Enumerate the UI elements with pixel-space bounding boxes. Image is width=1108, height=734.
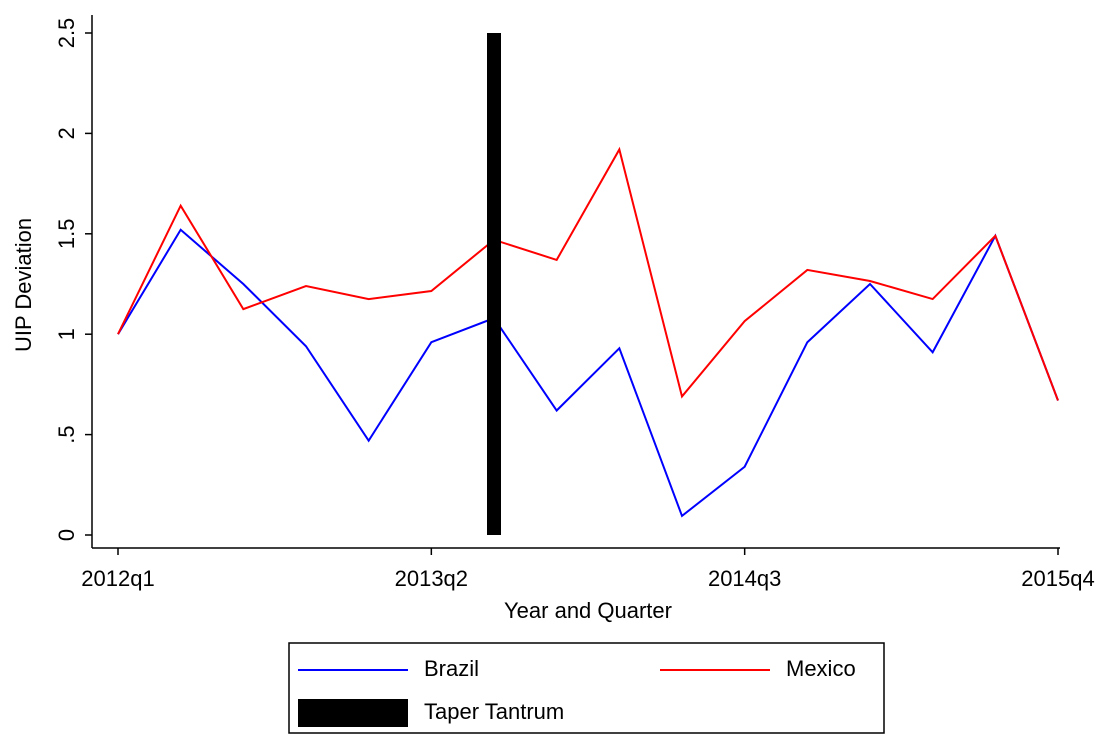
- y-tick-label: 0: [54, 529, 79, 541]
- legend-box: [288, 642, 885, 734]
- x-axis-title: Year and Quarter: [504, 598, 672, 623]
- legend-label: Brazil: [424, 656, 479, 681]
- y-tick-label: 1.5: [54, 219, 79, 250]
- legend-label: Mexico: [786, 656, 856, 681]
- legend-swatch: [298, 699, 408, 727]
- bar: [487, 33, 501, 535]
- x-tick-label: 2013q2: [395, 566, 468, 591]
- y-tick-label: 2.5: [54, 18, 79, 49]
- y-tick-label: 1: [54, 328, 79, 340]
- y-axis-title: UIP Deviation: [11, 218, 36, 352]
- legend-label: Taper Tantrum: [424, 699, 564, 724]
- y-tick-label: .5: [54, 425, 79, 443]
- x-tick-label: 2012q1: [81, 566, 154, 591]
- x-tick-label: 2015q4: [1021, 566, 1094, 591]
- line-series: [117, 146, 1059, 401]
- x-tick-label: 2014q3: [708, 566, 781, 591]
- line-series: [117, 228, 1059, 518]
- y-tick-label: 2: [54, 127, 79, 139]
